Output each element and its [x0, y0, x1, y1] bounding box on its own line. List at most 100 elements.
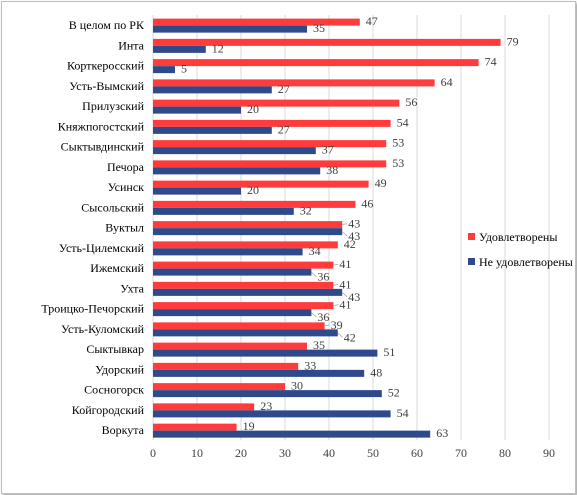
- bar-not-satisfied: [153, 410, 391, 418]
- bar-satisfied: [153, 38, 501, 46]
- category-label: Сосногорск: [84, 383, 144, 397]
- category-label: Ухта: [120, 281, 144, 295]
- legend-swatch-satisfied: [468, 233, 475, 240]
- legend-label-not-satisfied: Не удовлетворены: [479, 255, 573, 269]
- bar-satisfied: [153, 140, 387, 148]
- bar-satisfied: [153, 302, 334, 310]
- x-tick-label: 20: [235, 446, 247, 460]
- data-label-satisfied: 43: [348, 217, 360, 231]
- category-label: Прилузский: [82, 99, 144, 113]
- category-label: Сыктывкар: [86, 342, 144, 356]
- bar-satisfied: [153, 281, 334, 289]
- data-label-not-satisfied: 43: [348, 290, 360, 304]
- bar-satisfied: [153, 59, 479, 67]
- category-label: Корткеросский: [67, 59, 145, 73]
- data-label-satisfied: 41: [339, 298, 351, 312]
- category-label: Усть-Вымский: [69, 79, 144, 93]
- leader-line: [324, 324, 330, 327]
- data-label-satisfied: 41: [339, 257, 351, 271]
- bar-satisfied: [153, 322, 325, 330]
- data-label-not-satisfied: 42: [344, 330, 356, 344]
- bar-not-satisfied: [153, 66, 175, 74]
- category-label: Княжпогостский: [58, 119, 145, 133]
- x-tick-label: 60: [411, 446, 423, 460]
- x-tick-label: 10: [191, 446, 203, 460]
- data-label-not-satisfied: 20: [247, 183, 259, 197]
- data-label-satisfied: 74: [485, 55, 497, 69]
- bar-satisfied: [153, 362, 299, 370]
- bar-not-satisfied: [153, 207, 294, 215]
- x-tick-label: 30: [279, 446, 291, 460]
- bar-satisfied: [153, 241, 338, 249]
- data-label-satisfied: 56: [405, 95, 417, 109]
- bar-satisfied: [153, 160, 387, 168]
- data-label-not-satisfied: 43: [348, 229, 360, 243]
- bar-not-satisfied: [153, 369, 365, 377]
- data-label-satisfied: 47: [366, 14, 378, 28]
- data-label-satisfied: 23: [260, 399, 272, 413]
- data-label-not-satisfied: 48: [370, 365, 382, 379]
- data-label-satisfied: 79: [507, 34, 519, 48]
- bar-not-satisfied: [153, 167, 321, 175]
- bar-satisfied: [153, 180, 369, 188]
- data-label-not-satisfied: 63: [436, 426, 448, 440]
- data-label-not-satisfied: 37: [322, 143, 334, 157]
- data-label-not-satisfied: 20: [247, 102, 259, 116]
- data-label-not-satisfied: 54: [397, 406, 409, 420]
- leader-line: [311, 312, 317, 318]
- category-label: Воркута: [102, 423, 145, 437]
- legend: Удовлетворены Не удовлетворены: [468, 230, 573, 269]
- bar-not-satisfied: [153, 86, 272, 94]
- leader-line: [311, 271, 317, 277]
- bar-not-satisfied: [153, 329, 338, 337]
- category-label: В целом по РК: [69, 18, 145, 32]
- category-label: Сыктывдинский: [61, 140, 145, 154]
- category-label: Вуктыл: [105, 221, 144, 235]
- category-label: Удорский: [95, 362, 144, 376]
- leader-line: [337, 332, 344, 338]
- data-label-satisfied: 42: [344, 237, 356, 251]
- data-label-satisfied: 54: [397, 115, 409, 129]
- data-label-not-satisfied: 52: [388, 386, 400, 400]
- category-label: Усть-Цилемский: [59, 241, 145, 255]
- category-label: Койгородский: [72, 403, 145, 417]
- bar-not-satisfied: [153, 309, 312, 317]
- leader-line: [333, 263, 339, 266]
- x-tick-label: 0: [150, 446, 156, 460]
- bar-satisfied: [153, 119, 391, 127]
- data-label-satisfied: 46: [361, 196, 373, 210]
- data-label-not-satisfied: 38: [326, 163, 338, 177]
- bar-satisfied: [153, 221, 343, 229]
- data-label-not-satisfied: 32: [300, 203, 312, 217]
- data-label-not-satisfied: 12: [212, 41, 224, 55]
- bar-not-satisfied: [153, 45, 206, 53]
- x-tick-label: 90: [543, 446, 555, 460]
- category-label: Усинск: [108, 180, 145, 194]
- data-label-not-satisfied: 36: [317, 270, 329, 284]
- category-label: Троицко-Печорский: [41, 302, 144, 316]
- data-label-satisfied: 39: [331, 318, 343, 332]
- data-label-satisfied: 41: [339, 277, 351, 291]
- data-label-not-satisfied: 27: [278, 82, 290, 96]
- bar-satisfied: [153, 18, 360, 26]
- bar-not-satisfied: [153, 106, 241, 114]
- x-tick-label: 70: [455, 446, 467, 460]
- category-label: Усть-Куломский: [61, 322, 145, 336]
- category-label: Сысольский: [81, 200, 144, 214]
- data-label-not-satisfied: 35: [313, 21, 325, 35]
- legend-label-satisfied: Удовлетворены: [479, 230, 557, 244]
- leader-lines: [311, 223, 348, 338]
- leader-line: [333, 304, 339, 307]
- data-label-satisfied: 19: [243, 419, 255, 433]
- bar-satisfied: [153, 79, 435, 87]
- leader-line: [341, 231, 348, 237]
- bar-satisfied: [153, 383, 285, 391]
- data-label-satisfied: 30: [291, 379, 303, 393]
- bar-satisfied: [153, 342, 307, 350]
- data-label-not-satisfied: 27: [278, 122, 290, 136]
- x-tick-label: 80: [499, 446, 511, 460]
- data-label-satisfied: 53: [392, 156, 404, 170]
- data-label-satisfied: 49: [375, 176, 387, 190]
- bars: [153, 18, 501, 438]
- data-label-satisfied: 64: [441, 75, 453, 89]
